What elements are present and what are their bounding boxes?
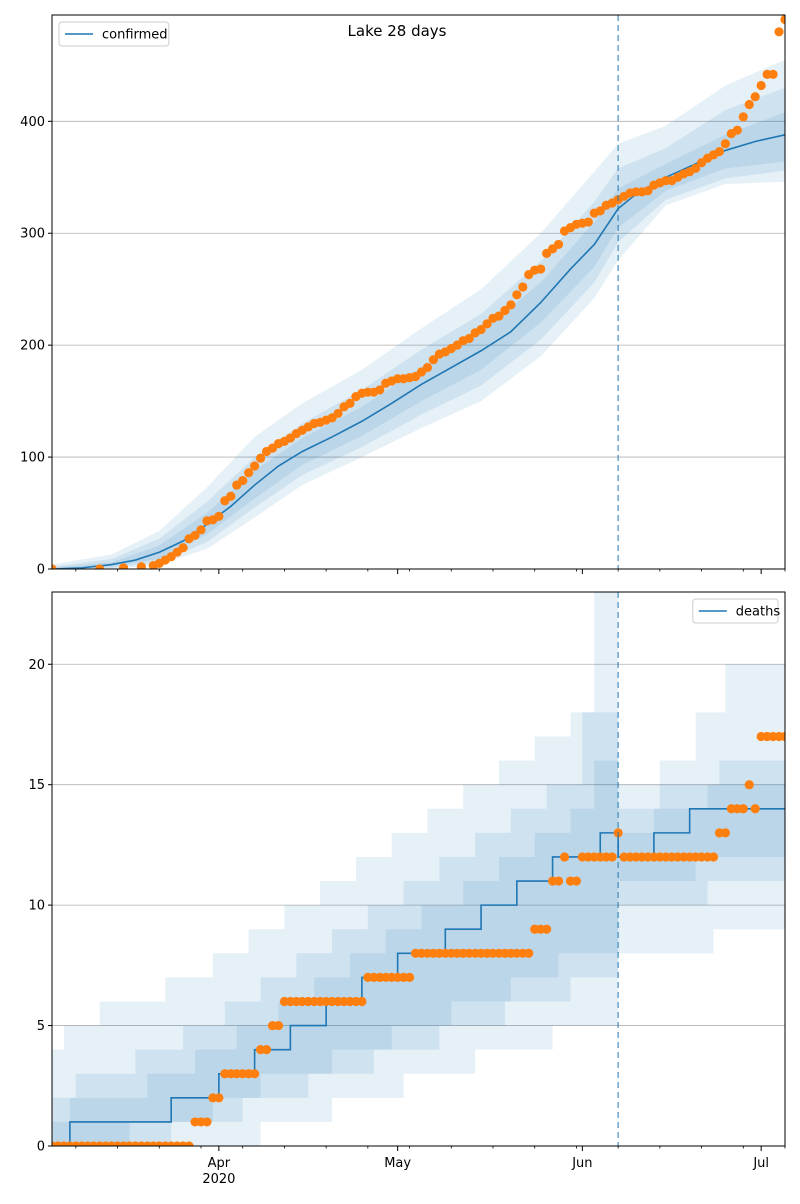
observed-point bbox=[750, 92, 760, 102]
y-tick-label: 15 bbox=[28, 778, 45, 793]
x-tick-label: Apr bbox=[208, 1156, 231, 1171]
observed-point bbox=[559, 852, 570, 862]
observed-point bbox=[774, 27, 784, 37]
observed-point bbox=[571, 876, 582, 886]
legend-label: deaths bbox=[736, 605, 781, 620]
observed-point bbox=[464, 333, 474, 344]
y-tick-label: 0 bbox=[37, 563, 45, 578]
observed-point bbox=[238, 475, 248, 486]
observed-point bbox=[720, 139, 731, 149]
observed-point bbox=[118, 563, 129, 569]
observed-point bbox=[750, 804, 760, 814]
observed-point bbox=[500, 305, 510, 316]
observed-point bbox=[780, 15, 785, 25]
observed-point bbox=[202, 1117, 212, 1127]
observed-point bbox=[333, 408, 343, 419]
observed-point bbox=[190, 530, 200, 541]
observed-point bbox=[553, 876, 564, 886]
x-tick-sublabel: 2020 bbox=[202, 1172, 235, 1187]
observed-point bbox=[404, 972, 415, 982]
observed-point bbox=[738, 112, 748, 122]
observed-point bbox=[643, 186, 653, 196]
observed-point bbox=[52, 564, 57, 569]
interval-band-inner bbox=[52, 112, 785, 569]
y-tick-label: 5 bbox=[37, 1019, 45, 1034]
observed-point bbox=[196, 525, 206, 535]
y-tick-label: 20 bbox=[28, 658, 45, 673]
observed-point bbox=[744, 780, 754, 790]
observed-point bbox=[536, 264, 546, 274]
observed-point bbox=[768, 69, 778, 79]
observed-point bbox=[595, 206, 605, 216]
legend-label: confirmed bbox=[102, 28, 168, 43]
plot-area bbox=[52, 592, 785, 1146]
x-tick-label: May bbox=[384, 1156, 411, 1171]
legend-box bbox=[58, 21, 170, 47]
observed-point bbox=[506, 300, 516, 310]
legend: confirmed bbox=[58, 21, 170, 47]
y-tick-label: 100 bbox=[20, 451, 45, 466]
chart-title: Lake 28 days bbox=[348, 22, 447, 40]
observed-point bbox=[553, 239, 564, 250]
interval-band-outer bbox=[52, 592, 785, 1146]
observed-point bbox=[273, 1020, 284, 1031]
observed-point bbox=[756, 80, 766, 91]
observed-point bbox=[250, 1069, 260, 1079]
observed-point bbox=[261, 1045, 272, 1055]
observed-point bbox=[357, 996, 367, 1007]
observed-point bbox=[691, 163, 701, 173]
observed-point bbox=[738, 804, 748, 814]
legend: deaths bbox=[692, 598, 781, 624]
observed-point bbox=[744, 99, 754, 110]
observed-point bbox=[482, 319, 492, 329]
observed-point bbox=[244, 468, 254, 478]
observed-point bbox=[345, 398, 355, 408]
observed-point bbox=[732, 125, 742, 135]
observed-point bbox=[178, 543, 188, 553]
axes-frame bbox=[51, 14, 786, 570]
observed-point bbox=[583, 217, 593, 227]
observed-point bbox=[708, 852, 719, 862]
observed-point bbox=[512, 290, 522, 300]
observed-point bbox=[494, 311, 504, 321]
y-tick-label: 400 bbox=[20, 115, 45, 130]
observed-point bbox=[780, 731, 785, 742]
observed-point bbox=[542, 924, 552, 934]
y-tick-label: 0 bbox=[37, 1140, 45, 1155]
axes-frame bbox=[51, 591, 786, 1147]
x-tick-label: Jun bbox=[571, 1156, 592, 1171]
interval-band-outer bbox=[52, 59, 785, 569]
observed-point bbox=[524, 948, 534, 958]
y-tick-label: 300 bbox=[20, 227, 45, 242]
interval-band-mid bbox=[52, 712, 785, 1146]
confirmed-panel: 0 100 200 300 400 confirmed bbox=[20, 14, 786, 578]
observed-point bbox=[214, 511, 224, 521]
y-tick-label: 10 bbox=[28, 899, 45, 914]
y-tick-label: 200 bbox=[20, 339, 45, 354]
observed-point bbox=[184, 1141, 194, 1146]
observed-point bbox=[250, 461, 260, 471]
observed-point bbox=[720, 828, 731, 838]
observed-point bbox=[226, 491, 236, 501]
legend-box bbox=[692, 598, 779, 624]
plot-area bbox=[52, 15, 785, 569]
observed-point bbox=[136, 562, 146, 569]
observed-point bbox=[714, 146, 725, 157]
x-tick-label: Jul bbox=[752, 1156, 769, 1171]
observed-point bbox=[255, 453, 266, 463]
observed-point bbox=[476, 324, 486, 335]
observed-point bbox=[428, 355, 438, 365]
observed-point bbox=[95, 564, 105, 569]
observed-point bbox=[607, 852, 617, 862]
observed-point bbox=[214, 1093, 224, 1103]
observed-point bbox=[375, 385, 385, 395]
observed-point bbox=[422, 362, 433, 373]
observed-point bbox=[518, 282, 528, 292]
